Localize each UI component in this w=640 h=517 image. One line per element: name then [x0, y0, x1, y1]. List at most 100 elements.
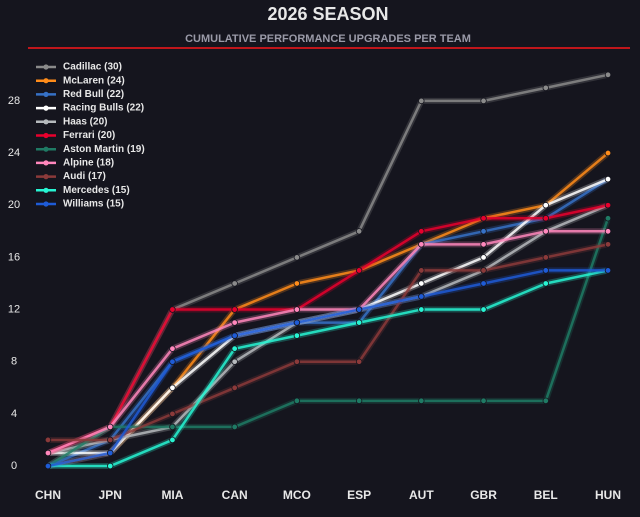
point [418, 280, 425, 287]
point [169, 306, 176, 313]
point [44, 449, 52, 457]
point [44, 462, 52, 470]
point [107, 462, 114, 470]
point [293, 397, 301, 405]
point [480, 397, 487, 405]
legend-label: Ferrari (20) [63, 130, 115, 141]
point [418, 267, 425, 274]
x-tick-label: JPN [99, 488, 122, 502]
point [604, 228, 612, 235]
point [355, 319, 363, 326]
point [480, 97, 487, 105]
x-tick-label: HUN [595, 488, 621, 502]
legend-dot [43, 201, 49, 207]
point [418, 397, 425, 405]
point [542, 202, 549, 209]
point [107, 423, 114, 431]
point [418, 306, 425, 313]
point [293, 280, 301, 287]
point [604, 149, 612, 157]
point [480, 306, 487, 313]
legend-dot [43, 78, 49, 84]
y-tick-label: 16 [8, 251, 20, 263]
legend-label: Cadillac (30) [63, 62, 122, 73]
point [169, 423, 176, 431]
legend-dot [43, 91, 49, 97]
point [542, 84, 549, 92]
x-tick-label: ESP [347, 488, 371, 502]
point [604, 215, 612, 222]
legend-label: Aston Martin (19) [63, 144, 145, 155]
point [542, 280, 549, 287]
legend-dot [43, 174, 49, 180]
point [355, 306, 363, 313]
legend-label: Racing Bulls (22) [63, 103, 144, 114]
legend-dot [43, 105, 49, 111]
point [604, 267, 612, 274]
point [169, 436, 176, 444]
point [231, 345, 238, 352]
point [480, 228, 487, 235]
point [604, 202, 612, 209]
point [169, 358, 176, 365]
series-line [48, 269, 609, 468]
legend-label: McLaren (24) [63, 75, 125, 86]
point [418, 293, 425, 300]
point [231, 306, 238, 313]
legend-dot [43, 160, 49, 166]
series-line [47, 178, 609, 468]
point [542, 215, 549, 222]
legend-dot [43, 64, 49, 70]
point [418, 97, 425, 105]
point [542, 267, 549, 274]
y-tick-label: 4 [11, 408, 17, 420]
y-tick-label: 12 [8, 303, 20, 315]
y-tick-label: 0 [11, 460, 17, 472]
series-line [47, 269, 608, 468]
point [293, 254, 301, 261]
legend-label: Audi (17) [63, 171, 106, 182]
point [542, 397, 549, 405]
point [44, 436, 52, 444]
point [231, 423, 238, 431]
point [480, 280, 487, 287]
legend-label: Williams (15) [63, 199, 124, 210]
x-tick-label: MCO [283, 488, 311, 502]
point [355, 267, 363, 274]
x-tick-label: CHN [35, 488, 61, 502]
point [480, 267, 487, 274]
point [480, 215, 487, 222]
point [169, 410, 176, 418]
point [293, 319, 301, 326]
chart-title: 2026 SEASON [267, 4, 388, 24]
point [604, 175, 612, 183]
point [107, 449, 114, 457]
y-tick-label: 24 [8, 147, 20, 159]
point [355, 397, 363, 405]
point [231, 280, 238, 287]
point [418, 241, 425, 248]
x-tick-label: GBR [470, 488, 497, 502]
x-tick-label: BEL [534, 488, 558, 502]
point [542, 254, 549, 261]
y-tick-label: 20 [8, 199, 20, 211]
point [604, 241, 612, 248]
series-line [47, 204, 609, 455]
legend-dot [43, 146, 49, 152]
point [480, 241, 487, 248]
chart-subtitle: CUMULATIVE PERFORMANCE UPGRADES PER TEAM [185, 33, 471, 45]
point [293, 332, 301, 339]
point [169, 384, 176, 391]
legend-label: Alpine (18) [63, 158, 114, 169]
point [169, 345, 176, 352]
point [604, 71, 612, 79]
x-tick-label: MIA [161, 488, 183, 502]
point [107, 436, 114, 444]
point [231, 332, 238, 339]
x-tick-label: CAN [222, 488, 248, 502]
legend-label: Red Bull (22) [63, 89, 124, 100]
point [480, 254, 487, 261]
legend-label: Mercedes (15) [63, 185, 130, 196]
